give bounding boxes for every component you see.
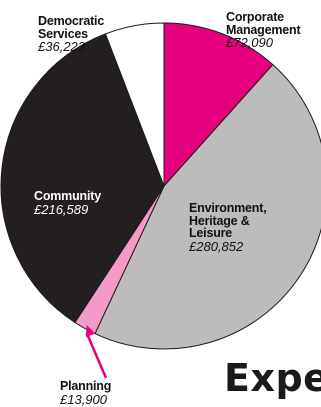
label-corporate-management-value: £72,090 (226, 35, 273, 50)
label-corporate-management-name-1: Corporate (226, 10, 284, 24)
planning-pointer-arrowhead (85, 324, 96, 337)
label-democratic-name-1: Democratic (38, 14, 105, 28)
label-democratic-services: Democratic Services £36,223 (38, 15, 104, 53)
label-democratic-name-2: Services (38, 26, 88, 41)
label-community: Community £216,589 (34, 190, 101, 216)
label-planning: Planning £13,900 (60, 380, 111, 406)
chart-title: Expe (224, 356, 321, 400)
label-environment-name-2: Heritage & (189, 213, 250, 228)
label-environment-value: £280,852 (189, 238, 244, 254)
planning-pointer-line (85, 332, 108, 379)
label-corporate-management-name-2: Management (226, 22, 301, 37)
label-environment-name-1: Environment, (189, 201, 267, 215)
label-corporate-management: Corporate Management £72,090 (226, 10, 301, 50)
label-environment-heritage-leisure: Environment, Heritage & Leisure £280,852 (189, 201, 267, 254)
pie-slice-environment (94, 64, 321, 350)
pie-slice-community (0, 33, 165, 324)
label-environment-name-3: Leisure (189, 226, 233, 240)
pie-slice-corporate (163, 22, 274, 187)
label-community-value: £216,589 (34, 201, 89, 217)
label-planning-value: £13,900 (60, 391, 107, 407)
label-democratic-value: £36,223 (38, 39, 85, 54)
pie-slice-democratic (104, 22, 165, 187)
label-planning-name: Planning (60, 379, 112, 393)
label-community-name: Community (34, 189, 101, 203)
